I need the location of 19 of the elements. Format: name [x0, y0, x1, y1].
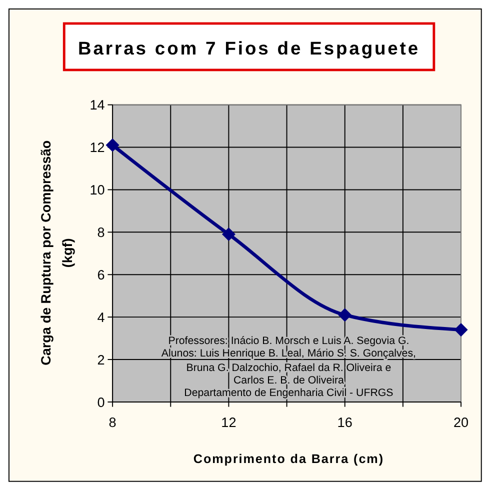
y-tick-label: 14: [90, 98, 106, 113]
y-tick-label: 8: [97, 225, 105, 240]
y-tick-label: 12: [90, 140, 105, 156]
y-tick-label: 4: [97, 310, 106, 325]
y-tick-label: 2: [97, 352, 105, 368]
x-tick-label: 12: [221, 415, 236, 430]
x-tick-label: 16: [337, 415, 352, 430]
point: [222, 228, 236, 242]
x-axis-title: Comprimento da Barra (cm): [193, 452, 384, 466]
point: [106, 138, 120, 152]
y-tick-label: 6: [97, 267, 105, 282]
x-tick-label: 8: [108, 415, 116, 430]
y-tick-label: 10: [90, 182, 105, 198]
point: [338, 308, 352, 322]
y-tick-label: 0: [97, 394, 105, 410]
y-axis-title: Carga de Ruptura por Compressão (kgf): [38, 140, 75, 366]
chart-title: Barras com 7 Fios de Espaguete: [78, 37, 420, 58]
point: [454, 323, 468, 337]
x-tick-label: 20: [453, 415, 469, 430]
